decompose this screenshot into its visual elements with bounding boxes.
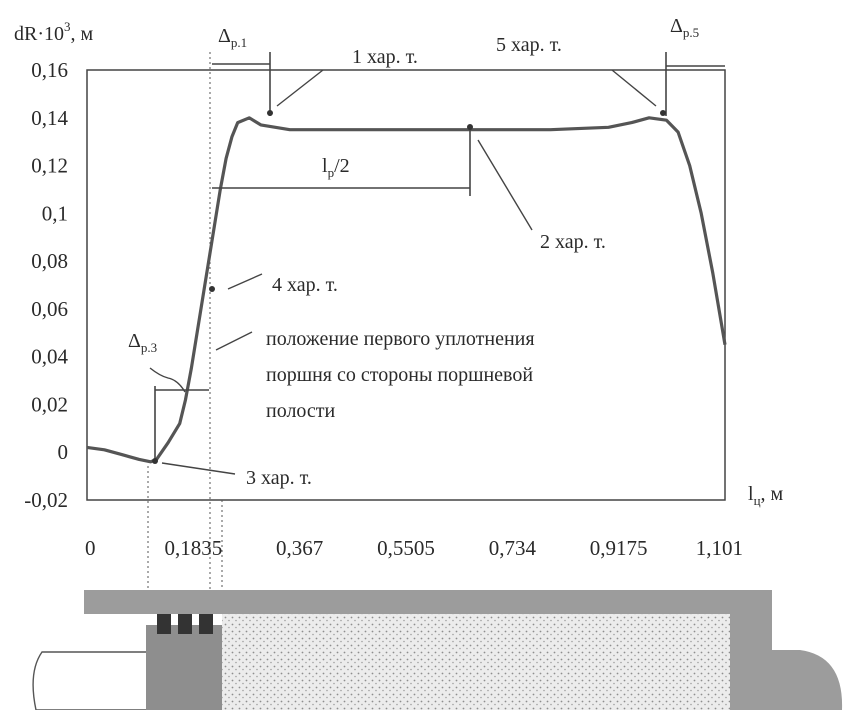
annotations: Δp.1 Δp.5 Δp.3 1 хар. т. 5 хар. т. 2 хар…: [128, 15, 699, 489]
projection-lines: [147, 52, 223, 596]
x-tick-label: 0,1835: [164, 536, 222, 560]
char-point-5-label: 5 хар. т.: [496, 34, 562, 56]
char-point-3-marker: [152, 458, 158, 464]
cylinder-schematic: [32, 590, 843, 710]
piston-seal-3: [199, 614, 213, 634]
y-tick-label: 0,08: [31, 249, 68, 273]
delta-p5-label: Δp.5: [670, 15, 699, 40]
char-point-1-label: 1 хар. т.: [352, 46, 418, 68]
dimension-lines: [154, 52, 725, 461]
lp-half-label: lp/2: [322, 155, 350, 180]
series-line: [86, 116, 727, 464]
x-axis-label: lц, м: [748, 483, 784, 508]
char-point-5-marker: [660, 110, 666, 116]
y-axis-label: dR·103, м: [14, 19, 94, 45]
x-tick-label: 1,101: [696, 536, 743, 560]
piston: [146, 625, 222, 710]
y-tick-label: 0,14: [31, 106, 68, 130]
x-tick-label: 0,734: [489, 536, 537, 560]
y-tick-label: 0,1: [42, 201, 68, 225]
char-point-2-label: 2 хар. т.: [540, 231, 606, 253]
char-point-2-marker: [467, 124, 473, 130]
piston-rod: [32, 651, 146, 710]
cylinder-top-wall: [84, 590, 744, 614]
x-tick-label: 0,367: [276, 536, 323, 560]
delta-p1-label: Δp.1: [218, 25, 247, 50]
char-point-1-marker: [267, 110, 273, 116]
char-point-markers: [152, 110, 666, 464]
y-tick-label: 0: [58, 440, 69, 464]
piston-seal-2: [178, 614, 192, 634]
y-tick-label: 0,06: [31, 297, 68, 321]
x-tick-label: 0,9175: [590, 536, 648, 560]
y-tick-label: 0,04: [31, 345, 68, 369]
seal-note-line-1: положение первого уплотнения: [266, 328, 535, 350]
piston-seal-1: [157, 614, 171, 634]
x-tick-label: 0: [85, 536, 96, 560]
delta-p3-label: Δp.3: [128, 330, 157, 355]
y-tick-label: 0,16: [31, 58, 68, 82]
y-tick-label: 0,02: [31, 392, 68, 416]
leader-lines: [149, 69, 657, 475]
cylinder-end-cap: [730, 590, 843, 710]
cylinder-cavity: [222, 614, 730, 710]
y-tick-label: 0,12: [31, 154, 68, 178]
char-point-4-marker: [209, 286, 215, 292]
char-point-3-label: 3 хар. т.: [246, 467, 312, 489]
char-point-4-label: 4 хар. т.: [272, 274, 338, 296]
seal-note-line-2: поршня со стороны поршневой: [266, 364, 533, 386]
seal-note-line-3: полости: [266, 400, 336, 422]
plot-frame: [86, 69, 726, 501]
x-tick-label: 0,5505: [377, 536, 435, 560]
y-tick-label: -0,02: [24, 488, 68, 512]
